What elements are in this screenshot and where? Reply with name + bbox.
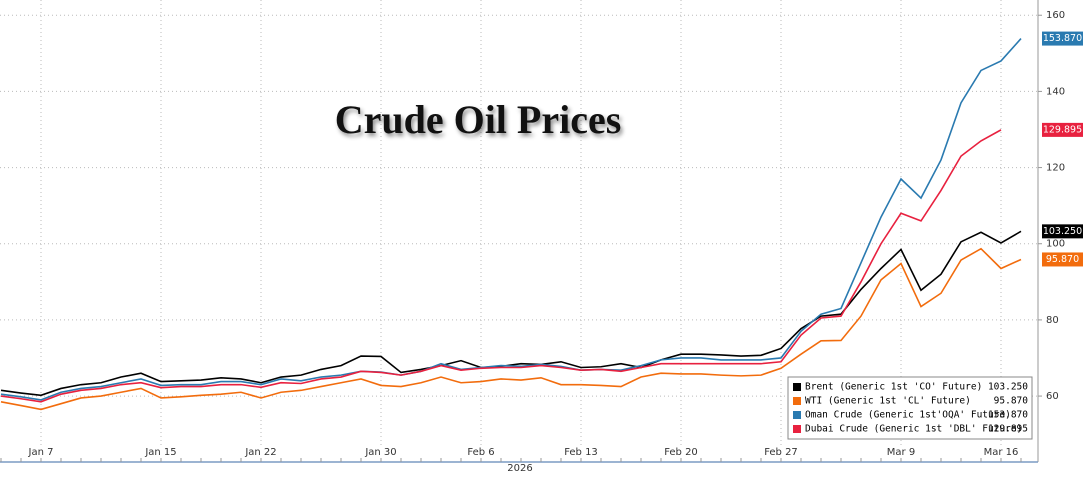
- y-tick-label: 160: [1046, 10, 1065, 21]
- end-label: 129.895: [1043, 124, 1082, 135]
- end-label: 103.250: [1043, 226, 1082, 237]
- legend-swatch: [793, 383, 801, 391]
- x-tick-label: Mar 9: [887, 447, 915, 458]
- x-tick-label: Feb 6: [467, 447, 494, 458]
- legend-label: Dubai Crude (Generic 1st 'DBL' Future): [805, 424, 1022, 435]
- x-tick-label: Jan 22: [244, 447, 276, 458]
- y-tick-label: 120: [1046, 163, 1065, 174]
- x-tick-label: Feb 13: [564, 447, 598, 458]
- end-label-box: [1042, 224, 1083, 239]
- legend-label: Brent (Generic 1st 'CO' Future): [805, 382, 982, 393]
- legend-swatch: [793, 411, 801, 419]
- end-label: 153.870: [1043, 33, 1082, 44]
- end-label-box: [1042, 252, 1083, 267]
- legend-label: WTI (Generic 1st 'CL' Future): [805, 396, 971, 407]
- line: [0, 230, 1022, 397]
- legend-swatch: [793, 425, 801, 433]
- legend-value: 95.870: [994, 396, 1029, 407]
- x-tick-label: Mar 16: [984, 447, 1019, 458]
- x-tick-label: Jan 7: [28, 447, 54, 458]
- end-label: 95.870: [1046, 254, 1079, 265]
- legend-label: Oman Crude (Generic 1st'OQA' Future): [805, 410, 1011, 421]
- x-tick-label: Jan 30: [364, 447, 396, 458]
- legend-value: 103.250: [988, 382, 1028, 393]
- line: [0, 129, 1002, 403]
- end-label-box: [1042, 122, 1083, 137]
- y-tick-label: 60: [1046, 391, 1059, 402]
- x-tick-label: Jan 15: [144, 447, 176, 458]
- end-label-box: [1042, 31, 1083, 46]
- legend-value: 129.895: [988, 424, 1028, 435]
- chart-title: Crude Oil Prices: [335, 97, 622, 142]
- legend-swatch: [793, 397, 801, 405]
- y-tick-label: 100: [1046, 239, 1065, 250]
- line: [0, 247, 1022, 411]
- y-tick-label: 80: [1046, 315, 1059, 326]
- legend-box: [787, 376, 1033, 440]
- x-axis-label: 2026: [507, 463, 532, 474]
- legend-value: 153.870: [988, 410, 1028, 421]
- y-tick-label: 140: [1046, 86, 1065, 97]
- x-tick-label: Feb 27: [764, 447, 798, 458]
- x-tick-label: Feb 20: [664, 447, 698, 458]
- line: [0, 38, 1022, 401]
